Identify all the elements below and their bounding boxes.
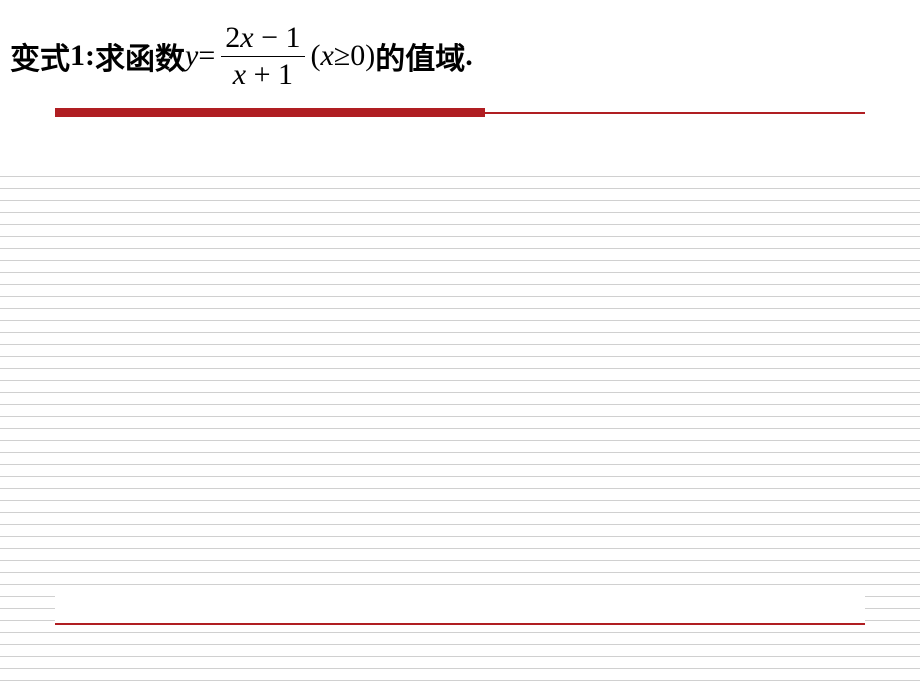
cond-val: 0 [350, 39, 365, 73]
prompt-prefix: 求函数 [95, 34, 185, 78]
cond-rel: ≥ [334, 39, 350, 73]
cond-close: ) [365, 39, 375, 73]
lhs-variable: y [185, 39, 198, 73]
prompt-suffix: 的值域 [375, 34, 465, 78]
num-var: x [240, 21, 253, 54]
problem-statement: 变式 1 : 求函数 y = 2x − 1 x + 1 ( x ≥ 0 ) 的值… [0, 0, 920, 90]
divider-thin [485, 112, 865, 114]
cond-var: x [321, 39, 334, 73]
num-coef: 2 [225, 21, 240, 54]
fraction: 2x − 1 x + 1 [221, 22, 304, 90]
label-prefix: 变式 [10, 34, 70, 78]
prompt-period: . [465, 39, 473, 73]
num-op: − [254, 21, 286, 54]
cond-open: ( [311, 39, 321, 73]
den-const: 1 [278, 58, 293, 91]
den-var: x [233, 58, 246, 91]
bottom-placeholder [55, 587, 865, 625]
equals-sign: = [198, 39, 215, 73]
label-colon: : [85, 39, 95, 73]
title-divider [0, 108, 920, 117]
num-const: 1 [286, 21, 301, 54]
den-op: + [246, 58, 278, 91]
bottom-divider [55, 623, 865, 625]
fraction-bar [221, 56, 304, 57]
label-number: 1 [70, 39, 85, 73]
answer-box [55, 587, 865, 623]
divider-thick [55, 108, 485, 117]
